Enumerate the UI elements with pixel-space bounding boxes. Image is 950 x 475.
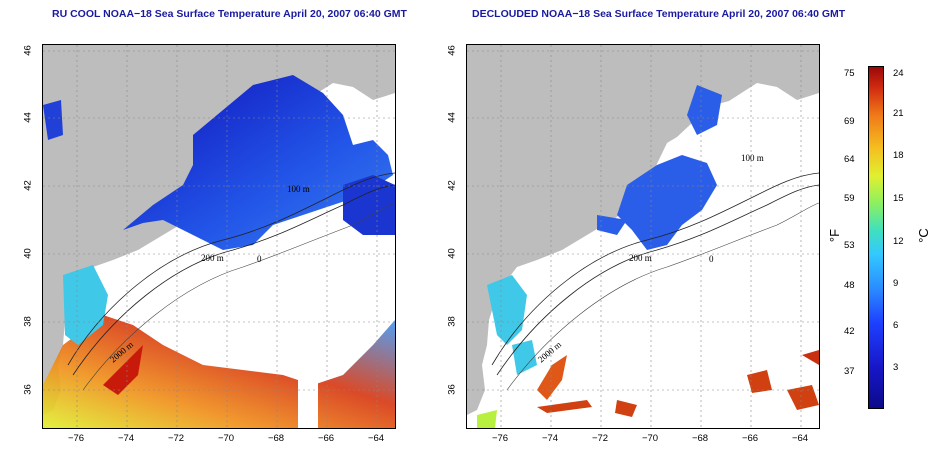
cold-water-area — [617, 155, 717, 250]
x-tick: −70 — [641, 433, 659, 444]
contour-label-0: 0 — [709, 254, 714, 264]
c-tick: 12 — [893, 236, 904, 247]
x-tick: −64 — [791, 433, 809, 444]
x-tick: −74 — [117, 433, 135, 444]
x-tick: −70 — [217, 433, 235, 444]
c-tick: 9 — [893, 278, 899, 289]
c-tick: 24 — [893, 68, 904, 79]
y-tick: 40 — [446, 248, 458, 259]
raw-sst-map: 200 m 100 m 2000 m 0 — [42, 44, 396, 429]
contour-200m — [67, 172, 395, 366]
temperature-colorbar — [868, 66, 884, 409]
y-tick: 40 — [22, 248, 34, 259]
x-tick: −66 — [741, 433, 759, 444]
x-tick: −66 — [317, 433, 335, 444]
x-tick: −68 — [267, 433, 285, 444]
left-panel-title: RU COOL NOAA−18 Sea Surface Temperature … — [52, 8, 407, 20]
f-tick: 48 — [844, 280, 855, 291]
x-tick: −74 — [541, 433, 559, 444]
f-tick: 37 — [844, 366, 855, 377]
x-tick: −68 — [691, 433, 709, 444]
land-mass — [467, 45, 819, 415]
x-tick: −72 — [167, 433, 185, 444]
f-tick: 42 — [844, 326, 855, 337]
y-tick: 38 — [446, 316, 458, 327]
contour-label-0: 0 — [257, 254, 262, 264]
x-tick: −72 — [591, 433, 609, 444]
y-tick: 44 — [446, 112, 458, 123]
warm-water-area — [537, 355, 567, 400]
contour-label-100: 100 m — [741, 153, 764, 163]
f-tick: 75 — [844, 68, 855, 79]
right-panel-title: DECLOUDED NOAA−18 Sea Surface Temperatur… — [472, 8, 846, 20]
fahrenheit-unit: °F — [827, 228, 843, 243]
c-tick: 21 — [893, 108, 904, 119]
cold-water-area — [123, 75, 393, 250]
contour-label-200: 200 m — [201, 253, 224, 263]
f-tick: 64 — [844, 154, 855, 165]
f-tick: 59 — [844, 193, 855, 204]
c-tick: 18 — [893, 150, 904, 161]
c-tick: 15 — [893, 193, 904, 204]
y-tick: 42 — [22, 180, 34, 191]
x-tick: −76 — [491, 433, 509, 444]
f-tick: 69 — [844, 116, 855, 127]
x-tick: −64 — [367, 433, 385, 444]
y-tick: 36 — [446, 384, 458, 395]
y-tick: 38 — [22, 316, 34, 327]
c-tick: 6 — [893, 320, 899, 331]
y-tick: 44 — [22, 112, 34, 123]
contour-label-100: 100 m — [287, 184, 310, 194]
y-tick: 46 — [22, 45, 34, 56]
celsius-unit: °C — [915, 228, 931, 243]
y-tick: 42 — [446, 180, 458, 191]
x-tick: −76 — [67, 433, 85, 444]
c-tick: 3 — [893, 362, 899, 373]
contour-label-200: 200 m — [629, 253, 652, 263]
land-mass — [43, 45, 395, 415]
f-tick: 53 — [844, 240, 855, 251]
y-tick: 46 — [446, 45, 458, 56]
y-tick: 36 — [22, 384, 34, 395]
declouded-sst-map: 200 m 100 m 2000 m 0 — [466, 44, 820, 429]
